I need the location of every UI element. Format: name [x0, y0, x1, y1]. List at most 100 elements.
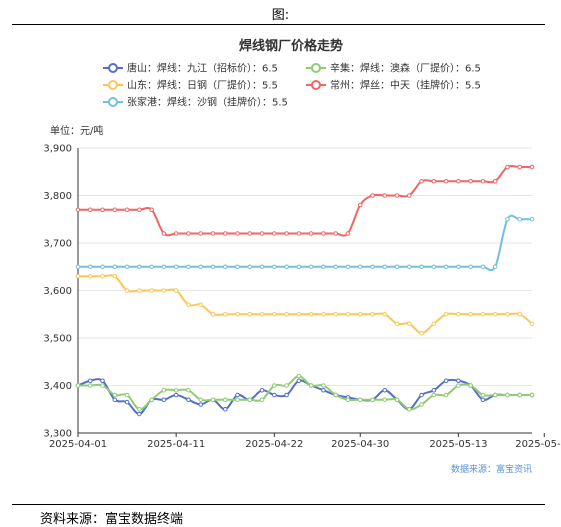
data-point — [345, 264, 351, 270]
data-point — [308, 383, 314, 388]
legend-marker — [108, 80, 118, 90]
data-point — [492, 264, 498, 270]
data-point — [112, 397, 118, 403]
data-point — [296, 373, 302, 379]
data-point — [75, 383, 81, 388]
data-point — [492, 392, 498, 398]
data-point — [124, 264, 130, 270]
series-3 — [75, 273, 535, 336]
data-point — [87, 207, 93, 213]
data-point — [333, 392, 338, 398]
footer-source: 资料来源：富宝数据终端 — [40, 512, 184, 527]
data-point — [222, 231, 228, 236]
data-point — [505, 392, 510, 398]
data-point — [296, 378, 302, 384]
data-point — [370, 264, 375, 270]
x-tick-label: 2025-04-01 — [49, 439, 107, 450]
series-lines — [75, 164, 535, 417]
data-point — [87, 378, 93, 384]
data-point — [480, 392, 486, 398]
x-tick-label: 2025-04-22 — [245, 439, 303, 450]
data-point — [419, 330, 424, 336]
legend-label: 常州：焊丝：中天（挂牌价）：5.5 — [330, 79, 481, 92]
data-point — [284, 311, 289, 317]
data-point — [308, 231, 314, 236]
data-point — [259, 311, 265, 317]
data-point — [198, 231, 204, 236]
data-point — [529, 392, 535, 398]
price-trend-chart: 焊线钢厂价格走势 唐山：焊线：九江（招标价）：6.5 辛集：焊线：澳森（厂提价）：… — [43, 38, 561, 475]
data-point — [321, 387, 326, 393]
data-source-note: 数据来源：富宝资讯 — [451, 463, 532, 475]
data-point — [272, 231, 277, 236]
data-point — [137, 207, 142, 213]
data-point — [431, 392, 437, 398]
data-point — [382, 311, 388, 317]
legend-label: 辛集：焊线：澳森（厂提价）：6.5 — [330, 62, 481, 75]
data-point — [529, 321, 535, 327]
data-point — [492, 178, 498, 184]
data-point — [419, 392, 424, 398]
series-5 — [75, 214, 535, 272]
data-point — [210, 231, 216, 236]
data-point — [186, 302, 191, 308]
data-point — [222, 397, 228, 403]
data-point — [345, 397, 351, 403]
data-point — [468, 178, 473, 184]
data-point — [186, 231, 191, 236]
chart-title: 焊线钢厂价格走势 — [239, 38, 343, 54]
data-point — [370, 193, 375, 198]
data-point — [75, 207, 81, 213]
data-point — [247, 264, 253, 270]
data-point — [259, 231, 265, 236]
data-point — [321, 264, 326, 270]
legend-item: 常州：焊丝：中天（挂牌价）：5.5 — [306, 79, 481, 92]
data-point — [235, 264, 240, 270]
data-point — [345, 231, 351, 236]
bottom-rule — [12, 504, 545, 505]
data-point — [456, 383, 461, 388]
data-point — [222, 406, 228, 412]
data-point — [406, 406, 412, 412]
data-point — [235, 311, 240, 317]
data-point — [480, 397, 486, 403]
legend-marker — [108, 97, 118, 107]
legend-marker — [311, 63, 321, 73]
data-point — [100, 273, 105, 279]
data-point — [161, 387, 167, 393]
data-point — [529, 164, 535, 170]
data-point — [443, 178, 449, 184]
data-point — [235, 231, 240, 236]
data-point — [210, 311, 216, 317]
legend-item: 山东：焊线：日钢（厂提价）：5.5 — [103, 79, 278, 92]
data-point — [247, 397, 253, 403]
data-point — [505, 164, 510, 170]
y-tick-label: 3,300 — [43, 429, 72, 440]
data-point — [210, 397, 216, 403]
data-point — [75, 273, 81, 279]
data-point — [161, 231, 167, 236]
data-point — [419, 264, 424, 270]
data-point — [357, 264, 363, 270]
data-point — [161, 397, 167, 403]
data-point — [284, 264, 289, 270]
data-point — [87, 383, 93, 388]
data-point — [382, 387, 388, 393]
data-point — [112, 273, 118, 279]
data-point — [505, 311, 510, 317]
data-point — [112, 392, 118, 398]
data-point — [345, 311, 351, 317]
data-point — [112, 207, 118, 213]
legend-label: 唐山：焊线：九江（招标价）：6.5 — [127, 62, 278, 75]
data-point — [431, 321, 437, 327]
data-point — [321, 383, 326, 388]
data-point — [443, 264, 449, 270]
data-point — [394, 264, 400, 270]
data-point — [480, 178, 486, 184]
data-point — [247, 311, 253, 317]
data-point — [173, 387, 179, 393]
data-point — [517, 311, 523, 317]
legend-marker — [311, 80, 321, 90]
data-point — [284, 383, 289, 388]
data-point — [382, 397, 388, 403]
